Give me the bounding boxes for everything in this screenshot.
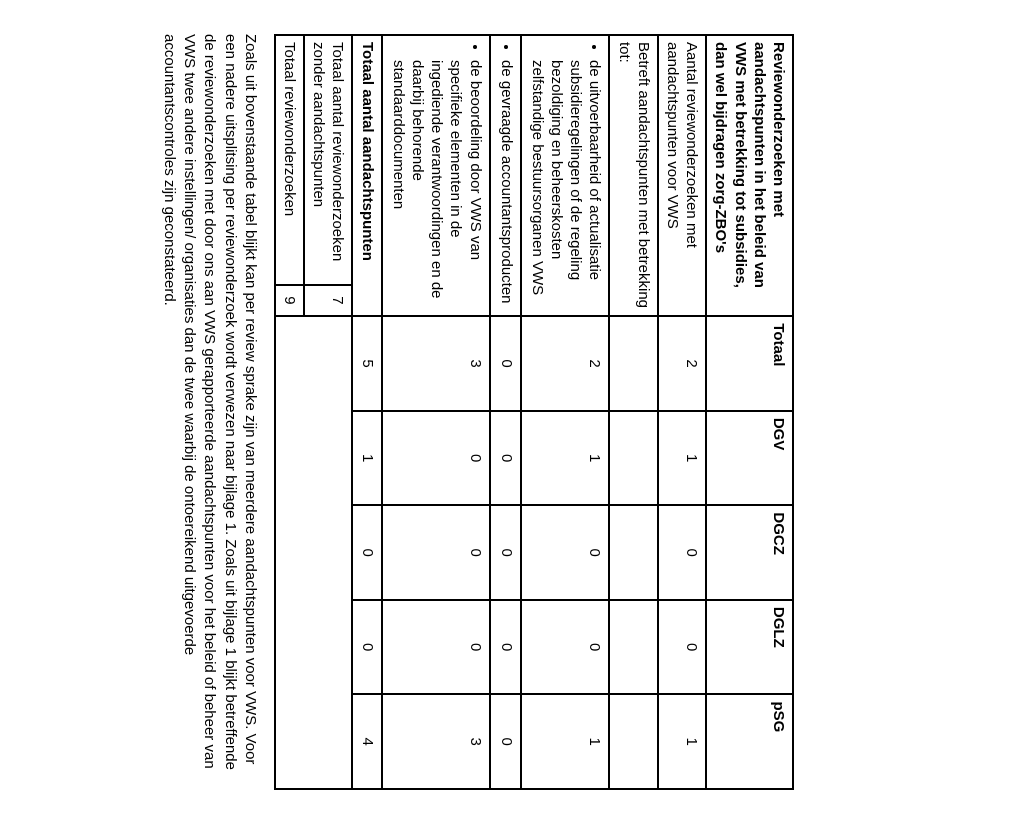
cell: 0 xyxy=(490,316,521,411)
document-body: Reviewonderzoeken met aandachtspunten in… xyxy=(124,0,824,824)
cell: 0 xyxy=(490,694,521,789)
cell: 4 xyxy=(352,694,381,789)
cell: 0 xyxy=(382,600,490,695)
row-label: Betreft aandachtspunten met betrekking t… xyxy=(610,35,658,316)
bullet: de gevraagde accountantsproducten xyxy=(497,60,516,309)
cell-empty xyxy=(275,316,353,789)
row-label: Totaal aantal reviewonderzoeken zonder a… xyxy=(304,35,352,285)
cell: 0 xyxy=(352,505,381,600)
cell: 2 xyxy=(521,316,610,411)
cell: 7 xyxy=(304,285,352,317)
col-totaal: Totaal xyxy=(706,316,793,411)
table-header-row: Reviewonderzoeken met aandachtspunten in… xyxy=(706,35,793,789)
col-dgcz: DGCZ xyxy=(706,505,793,600)
table-row: Aantal reviewonderzoeken met aandachtspu… xyxy=(658,35,706,789)
cell: 0 xyxy=(521,505,610,600)
table-row: de beoordeling door VWS van specifieke e… xyxy=(382,35,490,789)
col-psg: pSG xyxy=(706,694,793,789)
cell: 1 xyxy=(352,411,381,506)
table-row: Totaal aantal aandachtspunten 5 1 0 0 4 xyxy=(352,35,381,789)
cell xyxy=(610,600,658,695)
col-dglz: DGLZ xyxy=(706,600,793,695)
cell: 3 xyxy=(382,316,490,411)
table-row: Totaal aantal reviewonderzoeken zonder a… xyxy=(304,35,352,789)
cell: 1 xyxy=(658,694,706,789)
cell xyxy=(610,694,658,789)
row-label: de uitvoerbaarheid of actualisatie subsi… xyxy=(521,35,610,316)
cell: 1 xyxy=(521,694,610,789)
cell: 0 xyxy=(490,600,521,695)
cell: 0 xyxy=(352,600,381,695)
bullet: de beoordeling door VWS van specifieke e… xyxy=(389,60,485,309)
cell: 9 xyxy=(275,285,304,317)
header-label: Reviewonderzoeken met aandachtspunten in… xyxy=(706,35,793,316)
cell: 0 xyxy=(490,411,521,506)
cell xyxy=(610,411,658,506)
cell: 0 xyxy=(382,505,490,600)
footnote-paragraph: Zoals uit bovenstaande tabel blijkt kan … xyxy=(159,34,260,790)
cell: 1 xyxy=(658,411,706,506)
cell: 0 xyxy=(521,600,610,695)
cell: 0 xyxy=(658,600,706,695)
cell: 2 xyxy=(658,316,706,411)
row-label: Aantal reviewonderzoeken met aandachtspu… xyxy=(658,35,706,316)
row-label: Totaal reviewonderzoeken xyxy=(275,35,304,285)
col-dgv: DGV xyxy=(706,411,793,506)
table-row: Betreft aandachtspunten met betrekking t… xyxy=(610,35,658,789)
row-label: de beoordeling door VWS van specifieke e… xyxy=(382,35,490,316)
cell: 1 xyxy=(521,411,610,506)
cell: 5 xyxy=(352,316,381,411)
table-row: de uitvoerbaarheid of actualisatie subsi… xyxy=(521,35,610,789)
row-label: Totaal aantal aandachtspunten xyxy=(352,35,381,316)
cell: 0 xyxy=(382,411,490,506)
row-label: de gevraagde accountantsproducten xyxy=(490,35,521,316)
bullet: de uitvoerbaarheid of actualisatie subsi… xyxy=(528,60,605,309)
cell xyxy=(610,316,658,411)
table-row: de gevraagde accountantsproducten 0 0 0 … xyxy=(490,35,521,789)
cell: 0 xyxy=(490,505,521,600)
cell: 0 xyxy=(658,505,706,600)
cell xyxy=(610,505,658,600)
cell: 3 xyxy=(382,694,490,789)
review-table: Reviewonderzoeken met aandachtspunten in… xyxy=(274,34,794,790)
